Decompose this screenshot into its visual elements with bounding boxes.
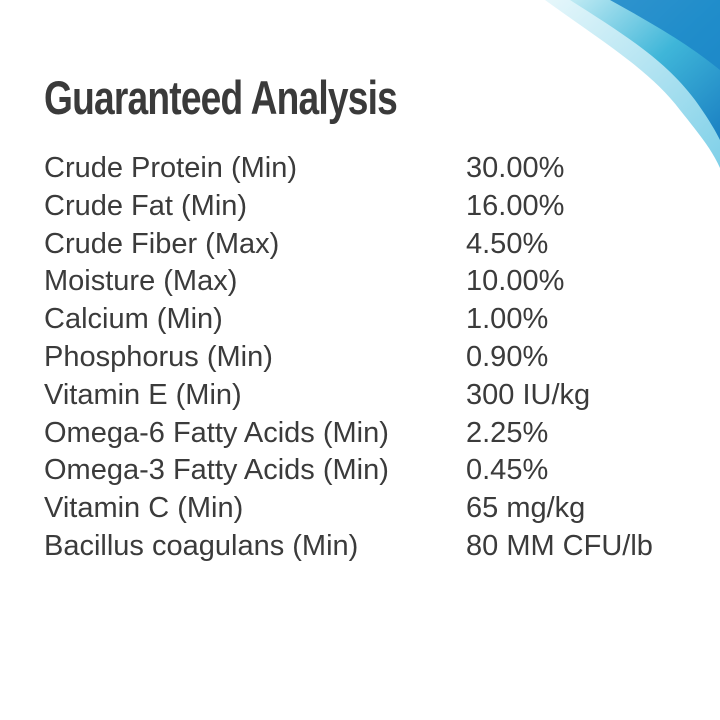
table-row: Vitamin C (Min) 65 mg/kg	[0, 492, 720, 530]
nutrient-value: 0.45%	[466, 454, 549, 487]
table-row: Calcium (Min) 1.00%	[0, 303, 720, 341]
nutrient-value: 10.00%	[466, 265, 565, 298]
nutrient-name: Phosphorus (Min)	[44, 341, 273, 373]
nutrient-value: 0.90%	[466, 341, 549, 373]
nutrient-value: 16.00%	[466, 189, 565, 222]
nutrient-name: Omega-6 Fatty Acids (Min)	[44, 416, 389, 449]
table-row: Crude Protein (Min) 30.00%	[0, 152, 720, 190]
nutrient-name: Moisture (Max)	[44, 265, 238, 298]
nutrient-name: Bacillus coagulans (Min)	[44, 530, 359, 562]
nutrient-value: 80 MM CFU/lb	[466, 530, 653, 562]
nutrient-name: Crude Protein (Min)	[44, 152, 298, 184]
nutrient-value: 65 mg/kg	[466, 492, 586, 525]
title: Guaranteed Analysis	[44, 71, 398, 124]
table-row: Bacillus coagulans (Min) 80 MM CFU/lb	[0, 530, 720, 568]
table-row: Crude Fat (Min) 16.00%	[0, 190, 720, 228]
nutrient-name: Crude Fat (Min)	[44, 189, 248, 222]
wave-dark	[610, 0, 720, 70]
nutrient-name: Omega-3 Fatty Acids (Min)	[44, 454, 389, 487]
table-row: Omega-3 Fatty Acids (Min) 0.45%	[0, 454, 720, 492]
table-row: Omega-6 Fatty Acids (Min) 2.25%	[0, 417, 720, 455]
nutrient-name: Calcium (Min)	[44, 303, 223, 336]
nutrient-value: 300 IU/kg	[466, 378, 591, 411]
nutrient-value: 2.25%	[466, 416, 549, 449]
table-row: Moisture (Max) 10.00%	[0, 265, 720, 303]
nutrient-name: Crude Fiber (Max)	[44, 227, 280, 260]
nutrient-name: Vitamin E (Min)	[44, 378, 242, 411]
table-row: Phosphorus (Min) 0.90%	[0, 341, 720, 379]
nutrient-value: 4.50%	[466, 227, 549, 260]
nutrient-value: 1.00%	[466, 303, 549, 336]
table-row: Vitamin E (Min) 300 IU/kg	[0, 379, 720, 417]
nutrient-value: 30.00%	[466, 152, 565, 184]
nutrient-name: Vitamin C (Min)	[44, 492, 244, 525]
table-row: Crude Fiber (Max) 4.50%	[0, 228, 720, 266]
